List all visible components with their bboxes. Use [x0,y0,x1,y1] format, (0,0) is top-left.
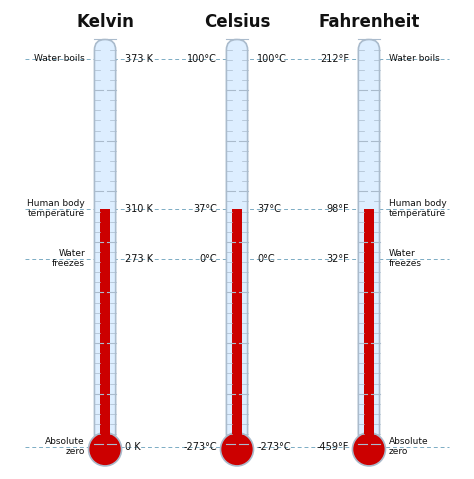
Circle shape [353,433,385,466]
Text: 0°C: 0°C [257,253,274,263]
FancyBboxPatch shape [227,39,247,445]
FancyBboxPatch shape [94,39,116,445]
Circle shape [89,433,121,466]
Text: 212°F: 212°F [320,54,349,64]
Text: 37°C: 37°C [257,204,281,214]
Text: Water
freezes: Water freezes [389,249,422,268]
Text: Absolute
zero: Absolute zero [46,437,85,456]
Bar [364,208,374,446]
Circle shape [220,433,254,466]
Text: Human body
temperature: Human body temperature [27,199,85,218]
Text: Kelvin: Kelvin [76,13,134,31]
Text: 310 K: 310 K [125,204,153,214]
Text: 100°C: 100°C [257,54,287,64]
Bar [232,208,242,446]
FancyBboxPatch shape [358,39,380,445]
Text: 0 K: 0 K [125,442,141,452]
Text: 373 K: 373 K [125,54,153,64]
Text: Fahrenheit: Fahrenheit [318,13,419,31]
Text: Human body
temperature: Human body temperature [389,199,447,218]
Text: 273 K: 273 K [125,253,153,263]
Text: Water boils: Water boils [389,54,440,63]
Text: 32°F: 32°F [326,253,349,263]
Text: 98°F: 98°F [326,204,349,214]
Text: Water boils: Water boils [34,54,85,63]
Text: Celsius: Celsius [204,13,270,31]
Text: 0°C: 0°C [200,253,217,263]
Text: 100°C: 100°C [187,54,217,64]
Text: Absolute
zero: Absolute zero [389,437,428,456]
Bar [100,208,110,446]
Text: -273°C: -273°C [257,442,291,452]
Text: Water
freezes: Water freezes [52,249,85,268]
Text: -459°F: -459°F [317,442,349,452]
Text: -273°C: -273°C [183,442,217,452]
Text: 37°C: 37°C [193,204,217,214]
